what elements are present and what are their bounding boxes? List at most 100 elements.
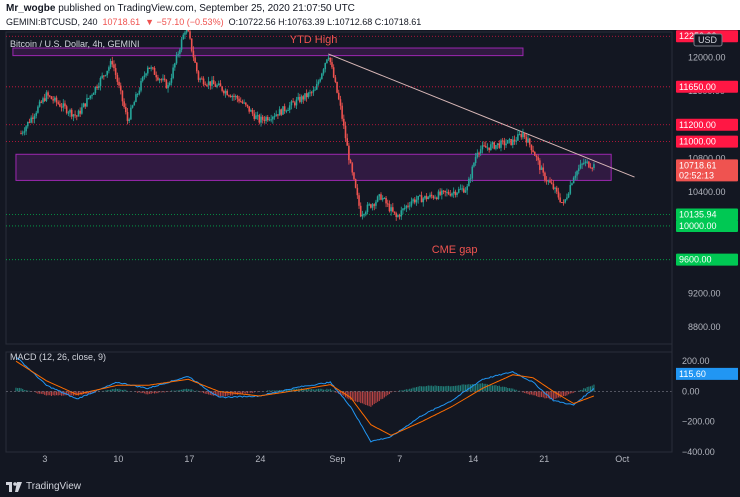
candle — [65, 106, 68, 113]
candle — [591, 167, 594, 169]
candle — [40, 101, 43, 103]
price-tick-label: 10800.00 — [688, 153, 726, 163]
candle — [69, 109, 71, 113]
candle — [361, 214, 364, 217]
candle — [402, 208, 404, 211]
price-tick-label: 10400.00 — [688, 187, 726, 197]
candle — [324, 63, 327, 70]
candle — [265, 117, 267, 121]
candle — [442, 190, 445, 192]
chart-canvas[interactable]: 12000.0011600.0011200.0010800.0010400.00… — [0, 30, 740, 476]
candle — [415, 199, 418, 203]
candle — [446, 191, 448, 193]
candle — [48, 95, 51, 97]
candle — [452, 191, 455, 194]
candle — [52, 99, 54, 101]
candle — [376, 196, 379, 202]
candle — [111, 61, 114, 65]
candle — [545, 180, 548, 182]
candle — [258, 115, 261, 123]
price-label-box — [676, 135, 738, 148]
candle — [180, 39, 183, 50]
price-label-box — [676, 80, 738, 93]
candle — [356, 187, 359, 196]
candle — [145, 73, 147, 76]
candle — [530, 144, 533, 151]
candle — [459, 188, 462, 190]
time-tick-label: 3 — [42, 454, 47, 464]
candle — [266, 117, 269, 121]
candle — [157, 77, 159, 80]
candle — [326, 59, 328, 64]
candle — [184, 32, 186, 35]
candle — [375, 201, 377, 206]
candle — [425, 195, 428, 200]
candle — [199, 78, 201, 80]
candle — [26, 121, 29, 127]
candle — [194, 57, 196, 63]
tradingview-logo-icon[interactable] — [6, 480, 22, 492]
candle — [165, 79, 168, 89]
candle — [163, 78, 166, 80]
candle — [192, 50, 195, 58]
candle — [118, 81, 120, 86]
candle — [103, 75, 105, 77]
candle — [131, 105, 134, 108]
candle — [496, 143, 499, 146]
candle — [547, 180, 550, 182]
candle — [20, 133, 22, 135]
candle — [272, 116, 274, 120]
candle — [408, 205, 411, 207]
candle — [518, 134, 521, 136]
tradingview-brand[interactable]: TradingView — [26, 481, 82, 492]
candle — [334, 77, 337, 82]
last-price: 10718.61 — [102, 17, 141, 27]
candle — [277, 114, 279, 116]
price-label: 10135.94 — [679, 209, 717, 219]
price-label: 11000.00 — [679, 137, 716, 147]
macd-tick-label: −400.00 — [682, 447, 715, 457]
candle — [486, 147, 489, 149]
candle — [224, 90, 227, 94]
candle — [255, 115, 257, 119]
price-label-box — [676, 208, 738, 221]
candle — [241, 101, 244, 104]
candle — [228, 95, 230, 97]
candle — [586, 161, 588, 163]
candle — [392, 207, 394, 212]
time-tick-label: 14 — [468, 454, 478, 464]
candle — [397, 215, 399, 217]
candle — [555, 187, 558, 192]
candle — [130, 107, 132, 120]
macd-title: MACD (12, 26, close, 9) — [10, 352, 107, 362]
candle — [525, 137, 528, 143]
candle — [557, 191, 560, 198]
candle — [420, 195, 423, 203]
candle — [380, 194, 382, 200]
candle — [373, 204, 376, 206]
candle — [167, 85, 169, 89]
candle — [571, 183, 573, 186]
candle — [32, 117, 34, 119]
candle — [429, 194, 431, 198]
candle — [537, 157, 539, 161]
candle — [476, 152, 479, 157]
candle — [175, 54, 178, 64]
publisher-name[interactable]: Mr_wogbe — [6, 3, 56, 14]
macd-tick-label: −200.00 — [682, 417, 715, 427]
candle — [104, 75, 107, 77]
price-label: 02:52:13 — [679, 170, 714, 180]
candle — [343, 118, 345, 126]
candle — [315, 83, 318, 90]
candle — [479, 149, 482, 154]
candle — [309, 92, 311, 94]
candle — [427, 197, 430, 200]
candle — [59, 103, 61, 107]
candle — [562, 202, 565, 204]
candle — [287, 109, 289, 111]
candle — [91, 94, 93, 96]
annotation-label: CME gap — [432, 244, 478, 256]
candle — [109, 61, 112, 68]
price-label: 9600.00 — [679, 255, 712, 265]
